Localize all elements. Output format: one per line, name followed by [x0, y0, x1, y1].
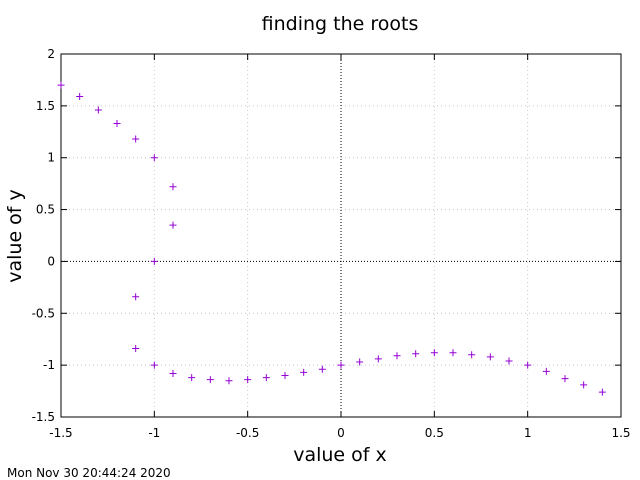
data-point: [150, 257, 158, 265]
data-points: [57, 81, 606, 396]
data-point: [169, 183, 177, 191]
data-point: [300, 368, 308, 376]
data-point: [169, 369, 177, 377]
x-axis-label: value of x: [293, 444, 387, 466]
data-point: [356, 358, 364, 366]
y-tick-label: 1.5: [36, 99, 55, 113]
data-point: [150, 154, 158, 162]
data-point: [262, 374, 270, 382]
timestamp: Mon Nov 30 20:44:24 2020: [7, 466, 171, 480]
data-point: [94, 106, 102, 114]
data-point: [113, 119, 121, 127]
data-point: [561, 375, 569, 383]
data-point: [505, 357, 513, 365]
x-tick-label: -1.5: [49, 426, 72, 440]
x-tick-label: 1: [524, 426, 532, 440]
y-axis-label: value of y: [4, 189, 26, 283]
data-point: [76, 93, 84, 101]
x-tick-labels: -1.5 -1 -0.5 0 0.5 1 1.5: [49, 426, 630, 440]
data-point: [318, 365, 326, 373]
data-point: [542, 367, 550, 375]
data-point: [412, 350, 420, 358]
data-point: [374, 355, 382, 363]
data-point: [132, 293, 140, 301]
x-tick-label: 0.5: [425, 426, 444, 440]
data-point: [486, 353, 494, 361]
data-point: [57, 81, 65, 89]
data-point: [244, 376, 252, 384]
data-point: [132, 345, 140, 353]
data-point: [188, 374, 196, 382]
data-point: [524, 361, 532, 369]
data-point: [169, 221, 177, 229]
data-point: [468, 351, 476, 359]
x-tick-label: 0: [337, 426, 345, 440]
data-point: [281, 372, 289, 380]
x-tick-label: 1.5: [611, 426, 630, 440]
y-tick-label: 1: [47, 151, 55, 165]
y-tick-label: 0: [47, 254, 55, 268]
y-tick-labels: -1.5 -1 -0.5 0 0.5 1 1.5 2: [32, 47, 55, 424]
data-point: [449, 349, 457, 357]
data-point: [337, 361, 345, 369]
data-point: [430, 349, 438, 357]
data-point: [206, 376, 214, 384]
data-point: [132, 135, 140, 143]
data-point: [393, 352, 401, 360]
data-point: [580, 381, 588, 389]
data-point: [598, 388, 606, 396]
y-tick-label: -1.5: [32, 410, 55, 424]
data-point: [150, 361, 158, 369]
y-tick-label: -0.5: [32, 306, 55, 320]
data-point: [225, 377, 233, 385]
x-tick-label: -0.5: [236, 426, 259, 440]
y-tick-label: 2: [47, 47, 55, 61]
y-tick-label: -1: [43, 358, 55, 372]
tick-marks: [60, 53, 622, 418]
y-tick-label: 0.5: [36, 203, 55, 217]
chart-title: finding the roots: [262, 13, 419, 35]
x-tick-label: -1: [148, 426, 160, 440]
